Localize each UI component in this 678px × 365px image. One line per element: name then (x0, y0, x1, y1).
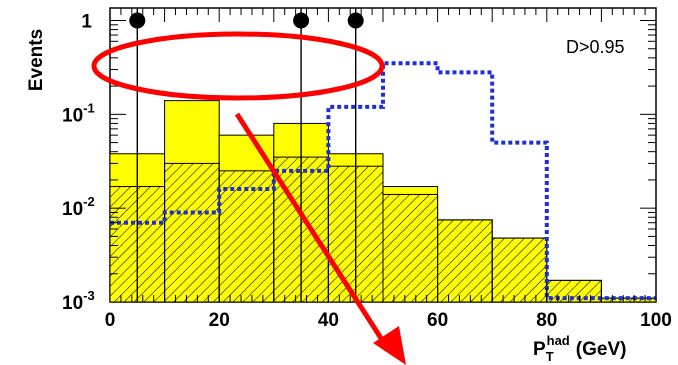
highlight-arrow (234, 112, 406, 365)
x-tick-label: 80 (536, 310, 557, 331)
series-line (110, 61, 656, 301)
series-dotted-line (110, 61, 656, 301)
histogram-bar (491, 237, 548, 302)
y-tick-label: 10-1 (62, 100, 95, 126)
x-axis-title-unit: (GeV) (576, 339, 627, 360)
histogram-bar (164, 162, 220, 302)
x-tick-label: 40 (318, 310, 339, 331)
x-axis-title-subscript: T (546, 349, 554, 364)
x-axis-title: PThad (GeV) (533, 333, 626, 364)
data-point (347, 8, 364, 302)
y-axis-title: Events (26, 29, 47, 91)
y-tick-label: 10-3 (62, 288, 95, 314)
x-tick-label: 0 (105, 310, 116, 331)
highlight-ellipse (91, 31, 385, 101)
data-point-marker (293, 12, 310, 29)
histogram-bar (382, 193, 439, 302)
data-point (293, 8, 310, 302)
data-point (129, 8, 146, 302)
data-point-marker (347, 12, 364, 29)
cut-annotation: D>0.95 (566, 37, 625, 57)
x-tick-label: 60 (427, 310, 448, 331)
y-tick-label: 10-2 (62, 194, 95, 220)
y-tick-label: 1 (81, 12, 92, 33)
histogram-bar (437, 219, 493, 302)
x-axis-title-superscript: had (547, 333, 570, 348)
series-hatched (110, 156, 656, 302)
data-point-marker (129, 12, 146, 29)
x-tick-label: 100 (640, 310, 672, 331)
x-tick-label: 20 (209, 310, 230, 331)
x-axis-title-symbol: P (533, 339, 546, 360)
